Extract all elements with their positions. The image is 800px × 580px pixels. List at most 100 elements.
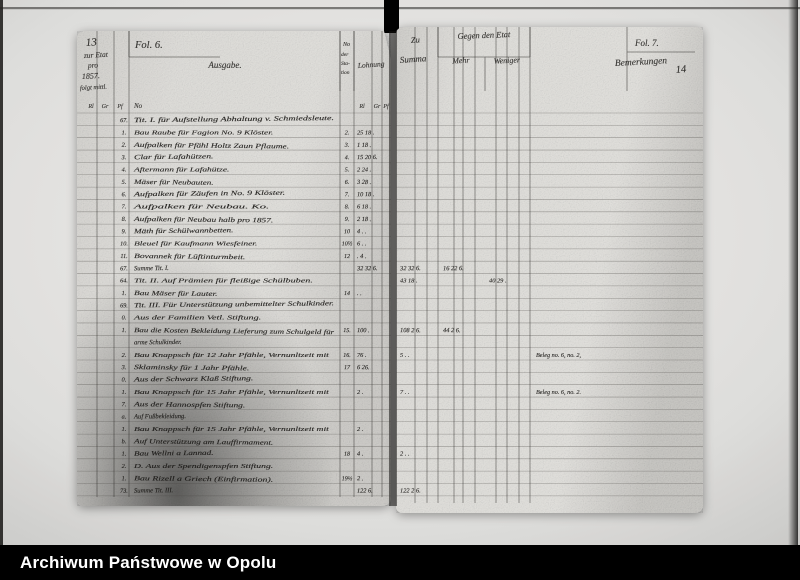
svg-text:b.: b.	[122, 438, 127, 445]
svg-text:Beleg no. 6, no. 2,: Beleg no. 6, no. 2,	[536, 352, 581, 359]
svg-text:6 . .: 6 . .	[357, 241, 366, 248]
svg-text:pro: pro	[87, 60, 99, 70]
svg-text:5.: 5.	[122, 179, 127, 186]
svg-text:15.: 15.	[343, 328, 351, 334]
svg-text:32 32 6.: 32 32 6.	[356, 265, 378, 272]
svg-text:0.: 0.	[122, 376, 127, 383]
svg-text:7 . .: 7 . .	[400, 389, 410, 396]
svg-text:Clar für Lafahützen.: Clar für Lafahützen.	[134, 153, 214, 161]
svg-text:10.: 10.	[120, 241, 128, 248]
svg-text:12: 12	[344, 254, 350, 260]
svg-text:100 .: 100 .	[357, 327, 370, 334]
svg-text:Aftermann für Lafahütze.: Aftermann für Lafahütze.	[133, 167, 230, 174]
svg-text:40 29 .: 40 29 .	[489, 278, 507, 285]
svg-text:Aufpalken für Neubau halb pro: Aufpalken für Neubau halb pro 1857.	[133, 216, 274, 224]
svg-text:122 6.: 122 6.	[357, 487, 373, 494]
svg-text:10: 10	[344, 229, 350, 235]
svg-text:Sta-: Sta-	[341, 61, 350, 67]
svg-text:Ausgabe.: Ausgabe.	[207, 60, 241, 70]
svg-text:67.: 67.	[120, 265, 128, 272]
svg-text:122 2 6.: 122 2 6.	[400, 487, 421, 494]
svg-text:No: No	[133, 102, 143, 110]
svg-text:1.: 1.	[122, 451, 127, 458]
svg-text:76 .: 76 .	[357, 352, 366, 359]
svg-text:73.: 73.	[120, 488, 128, 495]
svg-text:16 22 6.: 16 22 6.	[443, 265, 464, 272]
svg-text:4 . .: 4 . .	[357, 228, 367, 235]
svg-text:Summa: Summa	[399, 53, 427, 65]
svg-text:10½: 10½	[342, 241, 353, 248]
svg-text:tion: tion	[341, 70, 350, 76]
svg-text:0.: 0.	[122, 315, 127, 322]
svg-text:der: der	[341, 52, 349, 58]
svg-text:44 2 6.: 44 2 6.	[443, 327, 461, 334]
svg-text:1.: 1.	[122, 426, 127, 433]
svg-text:. 4 .: . 4 .	[357, 253, 367, 260]
svg-text:arme Schulkinder.: arme Schulkinder.	[134, 339, 182, 347]
svg-text:Tit. II. Auf Prämien für fleiß: Tit. II. Auf Prämien für fleißige Schülb…	[134, 278, 313, 285]
svg-text:Bau Raube für Fagion No. 9 Klö: Bau Raube für Fagion No. 9 Klöster.	[134, 129, 274, 136]
svg-text:Mäser für Neubauten.: Mäser für Neubauten.	[133, 179, 214, 187]
svg-text:7.: 7.	[122, 204, 127, 211]
svg-text:a.: a.	[122, 414, 127, 421]
svg-text:Bau Knappsch für 12 Jahr Pfähl: Bau Knappsch für 12 Jahr Pfähle, Vernunl…	[134, 352, 329, 359]
svg-text:4.: 4.	[345, 154, 350, 161]
svg-text:Bau Knappsch für 15 Jahr Pfähl: Bau Knappsch für 15 Jahr Pfähle, Vernunl…	[134, 389, 329, 396]
svg-text:3.: 3.	[121, 154, 127, 161]
svg-text:1.: 1.	[122, 290, 127, 297]
svg-text:64.: 64.	[120, 278, 128, 285]
svg-text:69.: 69.	[120, 302, 128, 309]
svg-text:15 20 6.: 15 20 6.	[357, 154, 378, 161]
svg-text:17: 17	[344, 365, 351, 371]
svg-text:Bau Rizell a Griech (Einfirmat: Bau Rizell a Griech (Einfirmation).	[134, 475, 274, 483]
svg-text:6.: 6.	[122, 191, 127, 198]
svg-text:2 .: 2 .	[357, 389, 363, 396]
svg-text:Zu: Zu	[410, 34, 420, 45]
svg-text:Aus der Schwarz Klaß Stiftung.: Aus der Schwarz Klaß Stiftung.	[133, 375, 254, 383]
svg-text:10 18 .: 10 18 .	[357, 191, 374, 198]
svg-text:16.: 16.	[343, 353, 351, 359]
svg-text:108 2 6.: 108 2 6.	[400, 327, 421, 334]
svg-text:2 24 .: 2 24 .	[357, 167, 371, 174]
svg-text:Sklaminsky für 1 Jahr Pfähle.: Sklaminsky für 1 Jahr Pfähle.	[134, 364, 250, 372]
svg-text:14: 14	[344, 290, 350, 297]
svg-text:2.: 2.	[122, 142, 127, 149]
svg-text:5.: 5.	[345, 168, 350, 174]
svg-text:Rl: Rl	[358, 104, 365, 110]
svg-text:1857.: 1857.	[82, 71, 100, 81]
svg-text:18: 18	[344, 452, 350, 458]
svg-text:9.: 9.	[345, 217, 350, 223]
svg-text:1.: 1.	[122, 475, 127, 482]
svg-text:13: 13	[85, 36, 97, 49]
svg-text:Mehr: Mehr	[451, 56, 471, 66]
svg-text:6.: 6.	[345, 180, 350, 186]
svg-text:2 .: 2 .	[357, 475, 363, 482]
svg-text:2.: 2.	[122, 352, 127, 359]
svg-text:5 . .: 5 . .	[400, 352, 410, 359]
svg-text:Bovannek für Lüftinturmbeit.: Bovannek für Lüftinturmbeit.	[134, 253, 246, 261]
svg-text:1.: 1.	[122, 327, 127, 334]
svg-text:Gr: Gr	[374, 104, 381, 110]
svg-text:Mäth für Schülwannbetten.: Mäth für Schülwannbetten.	[133, 227, 234, 235]
svg-text:9.: 9.	[122, 228, 127, 235]
svg-text:6 18 .: 6 18 .	[357, 204, 371, 211]
svg-text:1.: 1.	[122, 129, 127, 136]
svg-text:4 .: 4 .	[357, 451, 363, 458]
svg-text:Auf Unterstützung am Lauffirma: Auf Unterstützung am Lauffirmament.	[133, 438, 274, 446]
svg-text:. .: . .	[357, 290, 362, 297]
svg-text:2 . .: 2 . .	[400, 450, 410, 457]
svg-text:Weniger: Weniger	[493, 55, 521, 65]
svg-text:67.: 67.	[120, 117, 128, 124]
svg-text:1.: 1.	[122, 389, 127, 396]
svg-text:Rl: Rl	[87, 104, 94, 110]
svg-text:Aus der Familien Vetl. Stiftun: Aus der Familien Vetl. Stiftung.	[132, 315, 261, 322]
svg-text:Bau Mäser für Lauter.: Bau Mäser für Lauter.	[134, 290, 218, 298]
svg-text:3.: 3.	[121, 364, 127, 371]
svg-text:Auf Fußbekleidung.: Auf Fußbekleidung.	[133, 413, 186, 421]
svg-text:43 18 .: 43 18 .	[400, 278, 418, 285]
svg-text:6 26.: 6 26.	[357, 364, 370, 371]
svg-text:2 18 .: 2 18 .	[357, 216, 371, 223]
svg-text:Gr: Gr	[102, 104, 109, 110]
svg-text:7.: 7.	[122, 401, 127, 408]
svg-text:zur Etat: zur Etat	[83, 50, 109, 60]
